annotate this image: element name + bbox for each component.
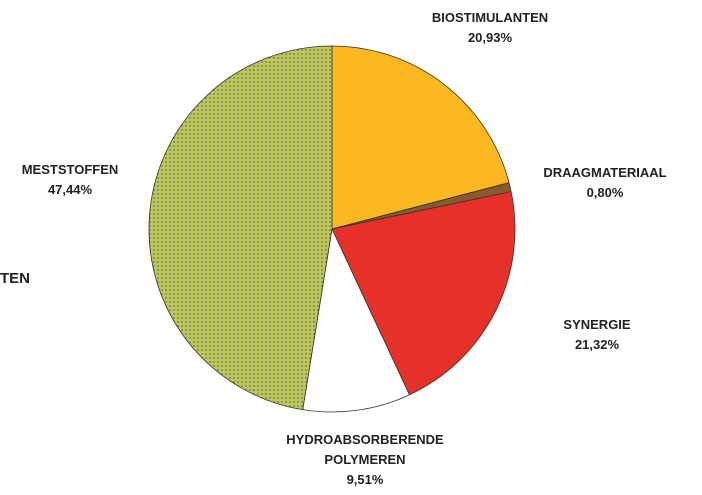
slice-label: MESTSTOFFEN 47,44% [5,160,135,200]
pie-slice [302,227,410,413]
slice-label: DRAAGMATERIAAL 0,80% [525,163,685,203]
value-label: 0,80% [586,185,624,200]
value-label: 20,93% [467,30,513,45]
category-label: DRAAGMATERIAAL [543,165,667,180]
category-label: SYNERGIE [563,317,631,332]
value-label: 9,51% [346,472,384,487]
side-text: TEN [0,270,30,287]
value-label: 21,32% [574,337,620,352]
category-label: HYDROABSORBERENDE POLYMEREN [286,432,444,467]
slice-label: HYDROABSORBERENDE POLYMEREN 9,51% [280,430,450,490]
category-label: MESTSTOFFEN [21,162,119,177]
pie-slice [148,45,333,411]
pie-slice [331,191,516,396]
pie-slice [331,45,510,230]
slice-label: SYNERGIE 21,32% [537,315,657,355]
slice-label: BIOSTIMULANTEN 20,93% [410,8,570,48]
value-label: 47,44% [47,182,93,197]
category-label: BIOSTIMULANTEN [431,10,549,25]
